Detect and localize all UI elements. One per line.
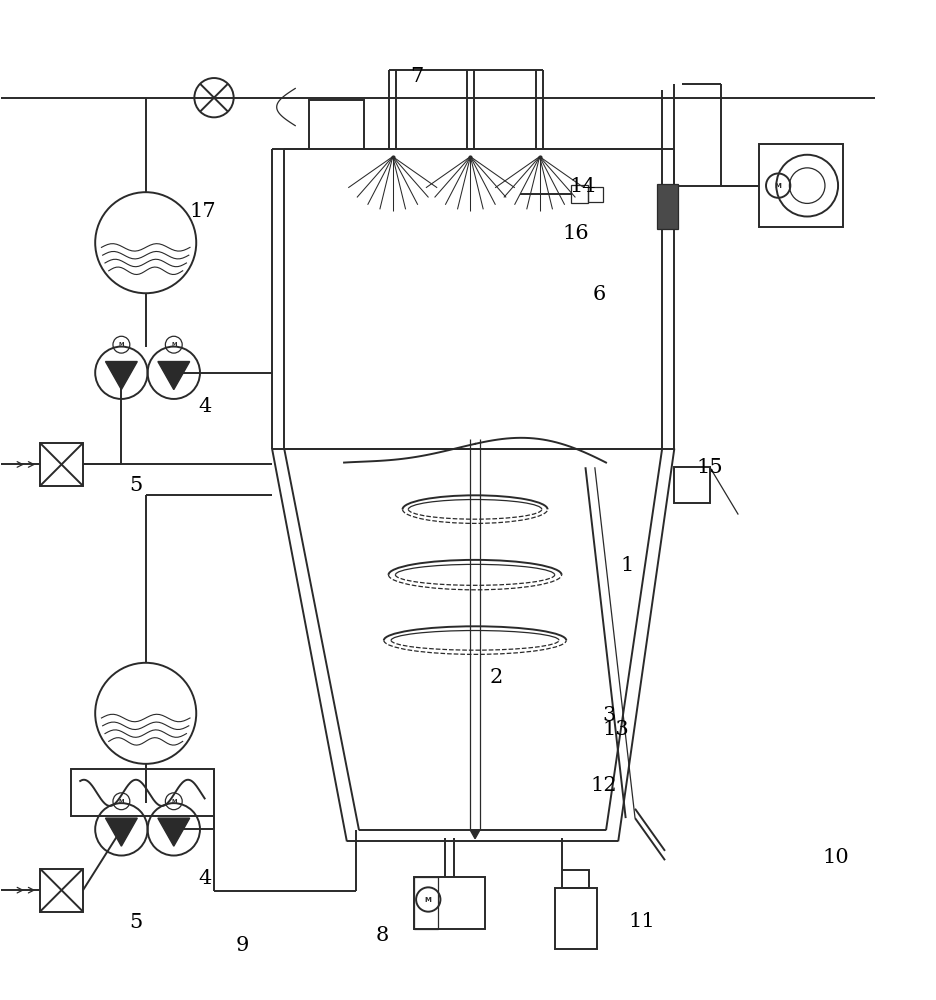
Text: M: M <box>774 183 781 189</box>
Polygon shape <box>157 818 189 846</box>
Bar <box>657 184 678 229</box>
Text: M: M <box>424 897 431 903</box>
Text: 12: 12 <box>591 776 617 795</box>
Text: M: M <box>171 799 176 804</box>
Text: 3: 3 <box>602 706 615 725</box>
Text: M: M <box>119 342 124 347</box>
Text: M: M <box>119 799 124 804</box>
Bar <box>554 888 596 949</box>
Text: 16: 16 <box>563 224 589 243</box>
Text: 17: 17 <box>189 202 216 221</box>
Text: M: M <box>171 342 176 347</box>
Bar <box>414 877 485 929</box>
Polygon shape <box>470 830 479 839</box>
Text: 9: 9 <box>235 936 248 955</box>
Text: 5: 5 <box>129 913 143 932</box>
Text: 13: 13 <box>601 720 628 739</box>
Polygon shape <box>157 362 189 390</box>
Bar <box>674 467 709 503</box>
Text: 5: 5 <box>129 476 143 495</box>
Text: 6: 6 <box>592 285 606 304</box>
Bar <box>562 870 589 888</box>
Bar <box>40 443 83 486</box>
Polygon shape <box>106 818 138 846</box>
Bar <box>588 187 603 202</box>
Text: 15: 15 <box>695 458 723 477</box>
Bar <box>571 185 588 203</box>
Text: 7: 7 <box>410 67 423 86</box>
Text: 2: 2 <box>490 668 503 687</box>
Bar <box>309 100 363 149</box>
Text: 4: 4 <box>197 869 211 888</box>
Bar <box>40 869 83 912</box>
Text: 10: 10 <box>822 848 849 867</box>
Text: 4: 4 <box>197 397 211 416</box>
Bar <box>758 144 841 227</box>
Text: 14: 14 <box>569 177 595 196</box>
Text: 1: 1 <box>621 556 634 575</box>
Text: 8: 8 <box>375 926 388 945</box>
Text: 11: 11 <box>627 912 654 931</box>
Polygon shape <box>106 362 138 390</box>
Bar <box>414 877 437 929</box>
Bar <box>71 769 213 816</box>
